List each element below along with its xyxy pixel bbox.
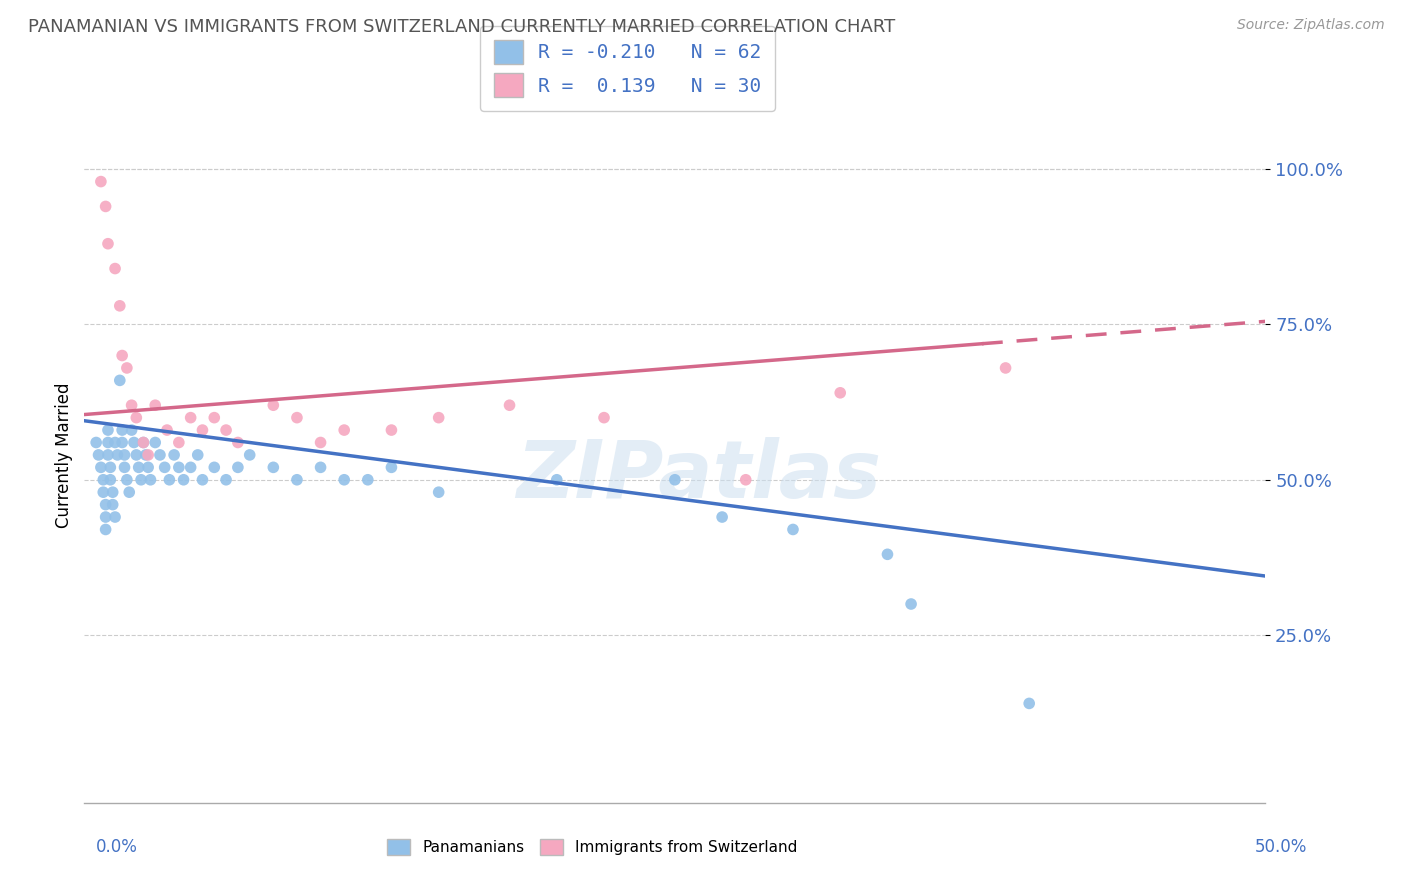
- Point: [97, 423, 120, 437]
- Point: [121, 423, 143, 437]
- Point: [97, 236, 120, 251]
- Point: [153, 460, 176, 475]
- Point: [90, 460, 112, 475]
- Point: [128, 460, 150, 475]
- Text: 50.0%: 50.0%: [1256, 838, 1308, 855]
- Point: [84, 435, 107, 450]
- Point: [143, 435, 166, 450]
- Point: [830, 385, 852, 400]
- Point: [498, 398, 520, 412]
- Point: [167, 435, 190, 450]
- Point: [215, 423, 238, 437]
- Point: [104, 510, 127, 524]
- Point: [115, 360, 138, 375]
- Point: [380, 423, 402, 437]
- Point: [262, 460, 284, 475]
- Point: [139, 473, 162, 487]
- Point: [309, 435, 332, 450]
- Point: [357, 473, 380, 487]
- Point: [734, 473, 756, 487]
- Text: Source: ZipAtlas.com: Source: ZipAtlas.com: [1237, 18, 1385, 32]
- Point: [97, 448, 120, 462]
- Point: [136, 448, 159, 462]
- Point: [87, 448, 110, 462]
- Point: [121, 398, 143, 412]
- Point: [101, 485, 124, 500]
- Point: [94, 510, 117, 524]
- Point: [136, 460, 159, 475]
- Point: [149, 448, 172, 462]
- Point: [427, 410, 450, 425]
- Point: [191, 423, 214, 437]
- Point: [135, 448, 157, 462]
- Point: [115, 473, 138, 487]
- Point: [163, 448, 186, 462]
- Point: [593, 410, 616, 425]
- Point: [202, 460, 225, 475]
- Point: [108, 373, 131, 387]
- Point: [546, 473, 568, 487]
- Point: [125, 448, 148, 462]
- Point: [111, 423, 134, 437]
- Point: [94, 523, 117, 537]
- Legend: Panamanians, Immigrants from Switzerland: Panamanians, Immigrants from Switzerland: [381, 833, 803, 862]
- Point: [1018, 697, 1040, 711]
- Point: [167, 460, 190, 475]
- Point: [94, 199, 117, 213]
- Y-axis label: Currently Married: Currently Married: [55, 382, 73, 528]
- Point: [333, 423, 356, 437]
- Text: ZIPatlas: ZIPatlas: [516, 437, 882, 515]
- Point: [226, 435, 249, 450]
- Point: [111, 349, 134, 363]
- Point: [180, 410, 202, 425]
- Point: [94, 498, 117, 512]
- Point: [876, 547, 898, 561]
- Point: [91, 473, 114, 487]
- Point: [664, 473, 686, 487]
- Point: [285, 410, 308, 425]
- Point: [118, 485, 141, 500]
- Point: [180, 460, 202, 475]
- Text: PANAMANIAN VS IMMIGRANTS FROM SWITZERLAND CURRENTLY MARRIED CORRELATION CHART: PANAMANIAN VS IMMIGRANTS FROM SWITZERLAN…: [28, 18, 896, 36]
- Point: [900, 597, 922, 611]
- Point: [97, 435, 120, 450]
- Point: [114, 448, 136, 462]
- Point: [104, 261, 127, 276]
- Point: [187, 448, 209, 462]
- Point: [262, 398, 284, 412]
- Point: [191, 473, 214, 487]
- Point: [994, 360, 1017, 375]
- Point: [122, 435, 145, 450]
- Point: [202, 410, 225, 425]
- Point: [129, 473, 152, 487]
- Point: [380, 460, 402, 475]
- Text: 0.0%: 0.0%: [96, 838, 138, 855]
- Point: [125, 410, 148, 425]
- Point: [114, 460, 136, 475]
- Point: [711, 510, 734, 524]
- Point: [111, 435, 134, 450]
- Point: [309, 460, 332, 475]
- Point: [98, 473, 121, 487]
- Point: [90, 175, 112, 189]
- Point: [101, 498, 124, 512]
- Point: [104, 435, 127, 450]
- Point: [132, 435, 155, 450]
- Point: [107, 448, 129, 462]
- Point: [782, 523, 804, 537]
- Point: [132, 435, 155, 450]
- Point: [173, 473, 195, 487]
- Point: [91, 485, 114, 500]
- Point: [156, 423, 179, 437]
- Point: [427, 485, 450, 500]
- Point: [285, 473, 308, 487]
- Point: [215, 473, 238, 487]
- Point: [226, 460, 249, 475]
- Point: [108, 299, 131, 313]
- Point: [239, 448, 262, 462]
- Point: [143, 398, 166, 412]
- Point: [157, 473, 180, 487]
- Point: [98, 460, 121, 475]
- Point: [333, 473, 356, 487]
